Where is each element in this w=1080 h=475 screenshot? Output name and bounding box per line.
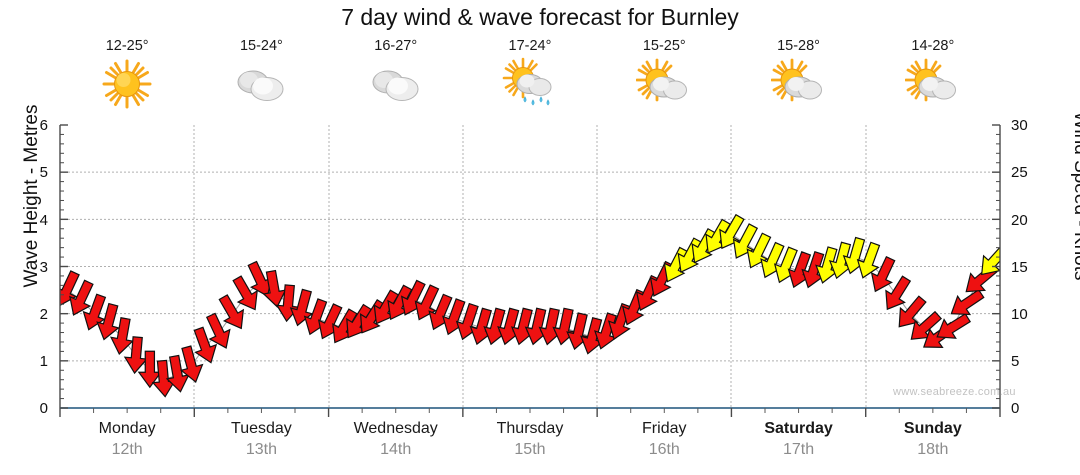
wind-arrow [82, 293, 107, 331]
day-name: Friday [642, 420, 687, 437]
plot-area [60, 125, 1000, 408]
day-date: 18th [917, 441, 949, 458]
wind-arrow [193, 326, 218, 364]
day-name: Monday [98, 420, 156, 437]
wind-arrow [109, 317, 134, 355]
wind-arrow [950, 288, 985, 316]
page-title: 7 day wind & wave forecast for Burnley [341, 4, 739, 30]
x-axis-label-wednesday: Wednesday 14th [329, 418, 463, 470]
left-tick-1: 1 [39, 353, 48, 370]
day-name: Sunday [903, 420, 962, 437]
wind-arrow [981, 243, 1000, 276]
right-axis-title: Wind Speed - Knots [1070, 111, 1080, 281]
day-header-thursday: 17-24° [463, 38, 597, 116]
wind-arrow [232, 275, 258, 311]
day-header-tuesday: 15-24° [194, 38, 328, 116]
wind-arrow [96, 302, 120, 341]
left-tick-2: 2 [39, 306, 48, 323]
day-date: 14th [380, 441, 412, 458]
wind-arrow [885, 275, 912, 311]
day-date: 16th [648, 441, 680, 458]
temperature-range: 15-24° [239, 38, 283, 54]
day-header-wednesday: 16-27° [329, 38, 463, 116]
day-header-sunday: 14-28° [866, 38, 1000, 116]
temperature-range: 14-28° [911, 38, 955, 54]
cloudy-icon [368, 56, 424, 110]
x-axis-label-thursday: Thursday 15th [463, 418, 597, 470]
temperature-range: 15-28° [777, 38, 820, 54]
day-name: Wednesday [353, 420, 438, 437]
wind-arrow [856, 241, 881, 279]
right-tick-0: 0 [1011, 400, 1020, 417]
wind-arrow-series [60, 213, 1000, 398]
cloudy-icon [233, 56, 289, 110]
wind-arrow [218, 294, 245, 330]
wind-arrow [179, 345, 204, 383]
x-axis-label-friday: Friday 16th [597, 418, 731, 470]
day-date: 13th [245, 441, 277, 458]
day-date: 17th [782, 441, 815, 458]
temperature-range: 12-25° [105, 38, 149, 54]
day-header-row: 12-25° [60, 38, 1000, 116]
day-header-monday: 12-25° [60, 38, 194, 116]
wind-arrow [69, 279, 94, 316]
x-axis-label-sunday: Sunday 18th [866, 418, 1000, 470]
right-tick-20: 20 [1011, 212, 1028, 229]
wind-arrow [870, 255, 896, 293]
day-header-saturday: 15-28° [731, 38, 865, 116]
wind-arrow [205, 312, 231, 349]
left-axis-title: Wave Height - Metres [21, 104, 42, 288]
wind-arrow [414, 284, 440, 321]
day-date: 15th [514, 441, 546, 458]
day-label-row: Monday 12th Tuesday 13th Wednesday 14th … [60, 418, 1000, 470]
watermark: www.seabreeze.com.au [893, 386, 1016, 398]
day-date: 12th [111, 441, 143, 458]
wind-arrow [746, 232, 772, 269]
wind-arrow [289, 288, 314, 327]
sun-cloud-icon [770, 56, 827, 110]
left-tick-6: 6 [39, 117, 48, 134]
x-axis-label-monday: Monday 12th [60, 418, 194, 470]
day-name: Thursday [496, 420, 564, 437]
sunny-icon [99, 56, 155, 110]
wind-arrow [936, 313, 971, 339]
x-axis-label-saturday: Saturday 17th [731, 418, 865, 470]
sun-cloud-rain-icon [502, 56, 558, 110]
day-name: Tuesday [231, 420, 292, 437]
wind-arrow [732, 223, 759, 259]
left-tick-4: 4 [39, 212, 48, 229]
day-name: Saturday [764, 420, 833, 437]
sun-cloud-icon [904, 56, 961, 110]
right-tick-5: 5 [1011, 353, 1020, 370]
left-tick-5: 5 [39, 164, 48, 181]
x-axis-label-tuesday: Tuesday 13th [194, 418, 328, 470]
right-tick-10: 10 [1011, 306, 1028, 323]
temperature-range: 17-24° [508, 38, 552, 54]
right-tick-25: 25 [1011, 164, 1028, 181]
temperature-range: 16-27° [374, 38, 418, 54]
left-tick-3: 3 [39, 259, 48, 276]
sun-cloud-icon [635, 56, 692, 110]
day-header-friday: 15-25° [597, 38, 731, 116]
left-tick-0: 0 [39, 400, 48, 417]
temperature-range: 15-25° [642, 38, 686, 54]
forecast-plot [60, 125, 1000, 408]
wind-arrow [719, 213, 745, 250]
right-tick-30: 30 [1011, 117, 1028, 134]
wind-arrow [60, 270, 80, 307]
right-tick-15: 15 [1011, 259, 1028, 276]
